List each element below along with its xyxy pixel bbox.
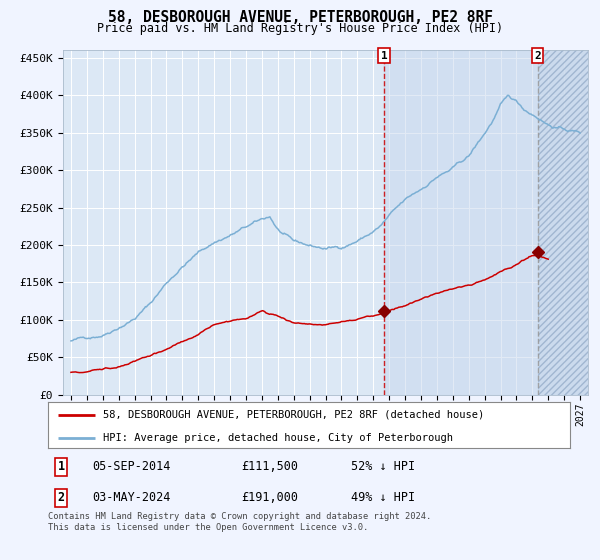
Text: 1: 1 [58,460,65,473]
Text: 03-MAY-2024: 03-MAY-2024 [92,491,171,505]
Text: Contains HM Land Registry data © Crown copyright and database right 2024.
This d: Contains HM Land Registry data © Crown c… [48,512,431,532]
Text: Price paid vs. HM Land Registry's House Price Index (HPI): Price paid vs. HM Land Registry's House … [97,22,503,35]
Text: HPI: Average price, detached house, City of Peterborough: HPI: Average price, detached house, City… [103,433,453,443]
Text: £191,000: £191,000 [241,491,298,505]
Text: 2: 2 [58,491,65,505]
Text: 58, DESBOROUGH AVENUE, PETERBOROUGH, PE2 8RF: 58, DESBOROUGH AVENUE, PETERBOROUGH, PE2… [107,10,493,25]
Text: £111,500: £111,500 [241,460,298,473]
Text: 05-SEP-2014: 05-SEP-2014 [92,460,171,473]
Text: 52% ↓ HPI: 52% ↓ HPI [351,460,415,473]
Bar [538,43,596,395]
Text: 58, DESBOROUGH AVENUE, PETERBOROUGH, PE2 8RF (detached house): 58, DESBOROUGH AVENUE, PETERBOROUGH, PE2… [103,410,484,420]
Bar [384,50,538,395]
Text: 1: 1 [380,50,388,60]
Text: 49% ↓ HPI: 49% ↓ HPI [351,491,415,505]
Text: 2: 2 [535,50,541,60]
